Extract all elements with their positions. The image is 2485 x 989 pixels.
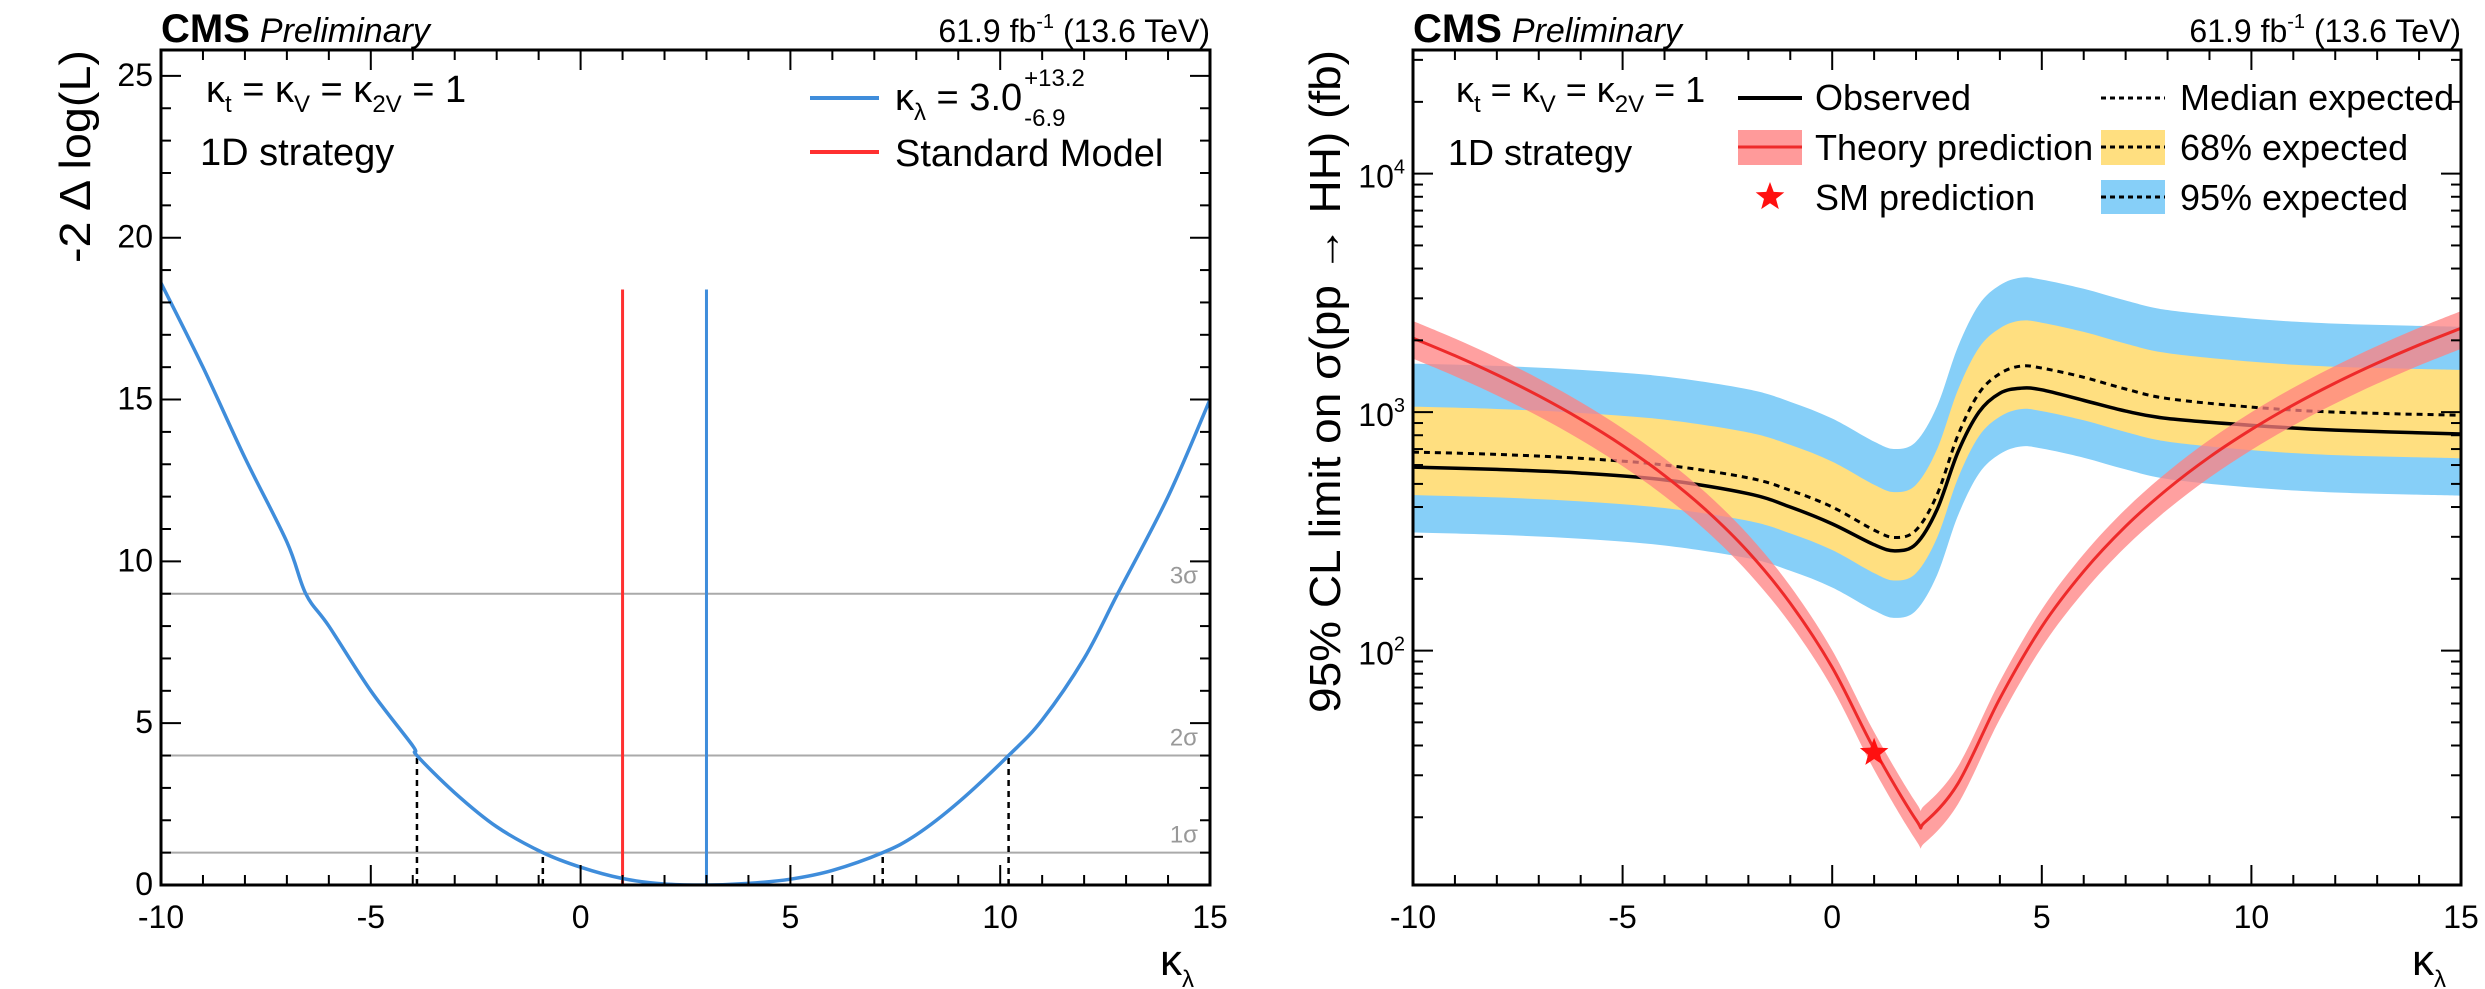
legend-sm-star-icon xyxy=(1755,182,1785,210)
sigma-label: 1σ xyxy=(1170,822,1198,849)
strategy-label: 1D strategy xyxy=(200,132,394,174)
y-tick-base: 10 xyxy=(1358,397,1394,433)
y-tick-label: 103 xyxy=(1358,395,1405,433)
y-tick-base: 10 xyxy=(1358,159,1394,195)
likelihood-scan-panel: CMS Preliminary 61.9 fb-1 (13.6 TeV) 1σ 2σ… xyxy=(51,7,1228,989)
y-tick-label: 102 xyxy=(1358,634,1405,672)
plot-area xyxy=(161,282,1210,885)
legend: κλ = 3.0 +13.2 -6.9 Standard Model xyxy=(810,65,1163,175)
legend: Observed Theory prediction SM prediction… xyxy=(1738,77,2454,218)
likelihood-curve xyxy=(161,282,1210,885)
x-tick-label: -10 xyxy=(138,899,184,935)
axes: 1σ 2σ 3σ -10 -5 0 5 10 15 0 5 10 15 20 25 xyxy=(117,48,1228,935)
legend-95-label: 95% expected xyxy=(2180,177,2408,218)
cms-label: CMS Preliminary xyxy=(1413,7,1684,51)
legend-sm-label: Standard Model xyxy=(895,133,1163,175)
x-tick-label: 10 xyxy=(2234,899,2270,935)
legend-68-label: 68% expected xyxy=(2180,127,2408,168)
y-tick-base: 10 xyxy=(1358,636,1394,672)
x-tick-label: 0 xyxy=(572,899,590,935)
x-axis-title: κλ xyxy=(2412,936,2446,989)
legend-observed-label: Observed xyxy=(1815,77,1971,118)
y-axis-title: 95% CL limit on σ(pp → HH) (fb) xyxy=(1301,50,1350,713)
theory-curve xyxy=(1413,326,2461,830)
legend-sm-label: SM prediction xyxy=(1815,177,2035,218)
theory-band xyxy=(1413,311,2461,849)
y-tick-exponent: 2 xyxy=(1394,634,1405,656)
x-tick-label: 10 xyxy=(982,899,1018,935)
y-tick-exponent: 4 xyxy=(1394,157,1405,179)
luminosity-label: 61.9 fb-1 (13.6 TeV) xyxy=(938,11,1210,49)
x-tick-label: -5 xyxy=(357,899,385,935)
y-axis-title: -2 Δ log(L) xyxy=(51,50,100,263)
plot-area xyxy=(1413,277,2461,849)
cross-section-limit-panel: CMS Preliminary 61.9 fb-1 (13.6 TeV) -10 -… xyxy=(1301,7,2479,989)
x-tick-label: 5 xyxy=(782,899,800,935)
sigma-label: 2σ xyxy=(1170,725,1198,752)
x-tick-label: 15 xyxy=(2443,899,2479,935)
legend-median-label: Median expected xyxy=(2180,77,2454,118)
y-tick-label: 10 xyxy=(117,542,153,578)
y-tick-label: 5 xyxy=(135,704,153,740)
sm-prediction-star xyxy=(1859,737,1889,765)
x-tick-label: 5 xyxy=(2033,899,2051,935)
x-tick-label: -10 xyxy=(1390,899,1436,935)
y-tick-label: 0 xyxy=(135,866,153,902)
y-tick-exponent: 3 xyxy=(1394,395,1405,417)
strategy-label: 1D strategy xyxy=(1448,132,1632,173)
legend-fit-lower-uncertainty: -6.9 xyxy=(1024,105,1065,132)
y-tick-label: 20 xyxy=(117,219,153,255)
y-tick-label: 15 xyxy=(117,381,153,417)
cms-label: CMS Preliminary xyxy=(161,7,432,51)
expected-68-band xyxy=(1413,320,2461,581)
plot-frame xyxy=(1411,48,2463,887)
x-tick-label: 15 xyxy=(1192,899,1228,935)
coupling-constraint: κt = κV = κ2V = 1 xyxy=(206,69,466,118)
x-tick-label: 0 xyxy=(1823,899,1841,935)
legend-theory-label: Theory prediction xyxy=(1815,127,2093,168)
y-tick-label: 25 xyxy=(117,57,153,93)
x-axis-title: κλ xyxy=(1160,936,1194,989)
legend-fit-label: κλ = 3.0 xyxy=(895,77,1022,126)
x-tick-label: -5 xyxy=(1608,899,1636,935)
y-tick-label: 104 xyxy=(1358,157,1405,195)
legend-fit-upper-uncertainty: +13.2 xyxy=(1024,65,1085,92)
coupling-constraint: κt = κV = κ2V = 1 xyxy=(1456,69,1705,118)
plot-frame xyxy=(159,48,1212,887)
luminosity-label: 61.9 fb-1 (13.6 TeV) xyxy=(2189,11,2461,49)
sigma-label: 3σ xyxy=(1170,563,1198,590)
